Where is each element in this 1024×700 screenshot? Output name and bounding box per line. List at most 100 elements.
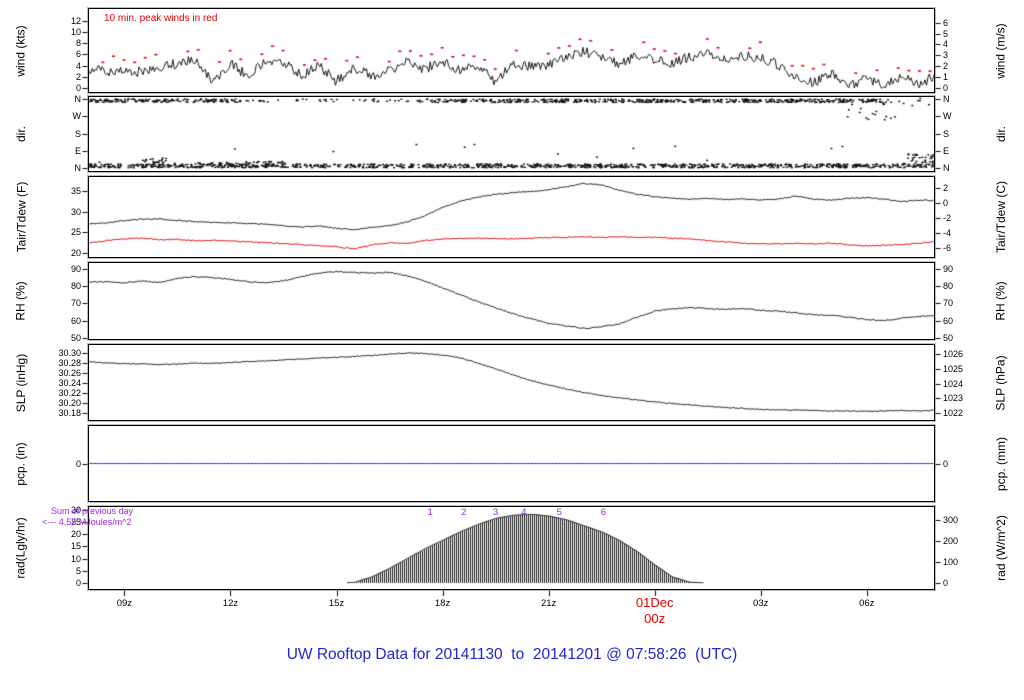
wind-ytick-left: 10 xyxy=(70,26,81,37)
slp-ytick-right: 1025 xyxy=(943,363,964,374)
dir-right-axis-title-text: dir. xyxy=(993,125,1008,143)
dir-ytick-left: N xyxy=(74,162,82,173)
slp-ytick-right: 1022 xyxy=(943,407,964,418)
slp-ytick-right: 1026 xyxy=(943,348,964,359)
dir-ytick-right: N xyxy=(943,93,950,104)
xtick-sublabel-highlight: 00z xyxy=(644,611,666,626)
page-title: UW Rooftop Data for 20141130 to 20141201… xyxy=(286,646,738,663)
rad-ytick-left: 10 xyxy=(70,553,81,564)
pcp-left-axis-title: pcp. (in) xyxy=(0,425,42,502)
rh-ytick-right: 70 xyxy=(943,297,954,308)
wind-right-axis-title-text: wind (m/s) xyxy=(994,22,1008,79)
xtick-label: 03z xyxy=(753,598,769,609)
radiation-cumulative-marker: 4 xyxy=(521,507,527,518)
radiation-cumulative-marker: 1 xyxy=(427,507,433,518)
slp-ytick-left: 30.30 xyxy=(58,347,81,358)
xtick-label: 18z xyxy=(434,598,451,609)
rad-ytick-right: 100 xyxy=(943,556,959,567)
rad-ytick-left: 20 xyxy=(70,528,81,539)
dir-ytick-left: E xyxy=(74,145,81,156)
rh-left-axis-title: RH (%) xyxy=(0,262,42,340)
pcp-left-axis-title-text: pcp. (in) xyxy=(14,441,29,486)
temp-ytick-right: -6 xyxy=(943,242,952,253)
dir-ytick-left: N xyxy=(74,93,82,104)
rad-left-axis-title: rad(Lgly/hr) xyxy=(0,506,42,590)
slp-left-axis-title: SLP (inHg) xyxy=(0,344,42,421)
wind-ytick-left: 4 xyxy=(75,60,81,71)
xtick-label: 06z xyxy=(859,598,875,609)
xtick-label: 12z xyxy=(222,598,239,609)
wind-ytick-left: 2 xyxy=(75,71,81,82)
rad-ytick-left: 0 xyxy=(75,577,81,588)
rad-ytick-right: 0 xyxy=(943,577,949,588)
temp-left-axis-title-text: Tair/Tdew (F) xyxy=(14,181,29,253)
panel-pressure xyxy=(87,343,936,422)
rh-right-axis-title: RH (%) xyxy=(978,262,1024,340)
wind-ytick-right: 3 xyxy=(943,49,949,60)
rad-right-axis-title-text: rad (W/m^2) xyxy=(994,515,1009,581)
wind-ytick-left: 12 xyxy=(70,15,81,26)
pcp-right-axis-title-text: pcp. (mm) xyxy=(994,436,1008,491)
temp-right-axis-title-text: Tair/Tdew (C) xyxy=(994,180,1009,254)
pcp-ytick-left: 0 xyxy=(75,458,81,469)
temp-ytick-right: 0 xyxy=(943,197,949,208)
rh-ytick-right: 90 xyxy=(943,263,954,274)
wind-ytick-left: 0 xyxy=(75,82,81,93)
rh-ytick-left: 50 xyxy=(70,332,81,343)
xtick-label: 21z xyxy=(540,598,557,609)
dir-ytick-right: E xyxy=(943,145,950,156)
radiation-sum-note: Sum of previous day <--- 4.55 MJoules/m^… xyxy=(42,506,133,528)
slp-ytick-right: 1023 xyxy=(943,392,964,403)
dir-left-axis-title: dir. xyxy=(0,96,42,172)
wind-ytick-right: 1 xyxy=(943,71,949,82)
slp-ytick-left: 30.22 xyxy=(58,387,81,398)
rad-left-axis-title-text: rad(Lgly/hr) xyxy=(14,517,29,579)
temp-ytick-left: 25 xyxy=(70,226,81,237)
wind-ytick-right: 6 xyxy=(943,17,949,28)
wind-ytick-right: 2 xyxy=(943,60,949,71)
wind-ytick-right: 0 xyxy=(943,82,949,93)
wind-left-axis-title-text: wind (kts) xyxy=(14,24,28,77)
dir-ytick-left: W xyxy=(72,110,82,121)
rh-ytick-left: 60 xyxy=(70,315,81,326)
slp-right-axis-title-text: SLP (hPa) xyxy=(994,354,1008,411)
temp-ytick-left: 20 xyxy=(70,247,81,258)
slp-ytick-left: 30.18 xyxy=(58,407,81,418)
rh-ytick-right: 50 xyxy=(943,332,954,343)
radiation-cumulative-marker: 5 xyxy=(556,507,562,518)
temp-left-axis-title: Tair/Tdew (F) xyxy=(0,176,42,258)
rad-ytick-right: 300 xyxy=(943,514,959,525)
wind-ytick-left: 8 xyxy=(75,37,81,48)
dir-ytick-right: W xyxy=(943,110,952,121)
panel-direction xyxy=(87,95,936,173)
slp-ytick-right: 1024 xyxy=(943,378,964,389)
slp-right-axis-title: SLP (hPa) xyxy=(978,344,1024,421)
xtick-label-highlight: 01Dec xyxy=(635,595,674,610)
radiation-sum-note-line2: <--- 4.55 MJoules/m^2 xyxy=(42,517,132,527)
rad-ytick-right: 200 xyxy=(943,535,959,546)
wind-left-axis-title: wind (kts) xyxy=(0,8,42,93)
wind-ytick-right: 4 xyxy=(943,38,949,49)
slp-ytick-left: 30.28 xyxy=(58,357,81,368)
rh-right-axis-title-text: RH (%) xyxy=(993,281,1008,321)
radiation-cumulative-marker: 2 xyxy=(461,507,467,518)
dir-ytick-right: N xyxy=(943,162,950,173)
xtick-label: 15z xyxy=(328,598,345,609)
rad-ytick-left: 15 xyxy=(70,540,81,551)
peak-winds-note: 10 min. peak winds in red xyxy=(104,13,218,24)
rh-ytick-left: 90 xyxy=(70,263,81,274)
panel-precip xyxy=(87,424,936,503)
pcp-ytick-right: 0 xyxy=(943,458,949,469)
rh-ytick-left: 70 xyxy=(70,297,81,308)
temp-ytick-right: -2 xyxy=(943,212,952,223)
dir-right-axis-title: dir. xyxy=(978,96,1024,172)
slp-ytick-left: 30.26 xyxy=(58,367,81,378)
radiation-sum-note-line1: Sum of previous day xyxy=(51,506,134,516)
dir-ytick-right: S xyxy=(943,128,950,139)
radiation-cumulative-marker: 6 xyxy=(600,507,607,518)
panel-temperature xyxy=(87,175,936,259)
panel-humidity xyxy=(87,261,936,341)
radiation-cumulative-marker: 3 xyxy=(492,507,499,518)
wind-right-axis-title: wind (m/s) xyxy=(978,8,1024,93)
rad-ytick-left: 5 xyxy=(75,565,81,576)
